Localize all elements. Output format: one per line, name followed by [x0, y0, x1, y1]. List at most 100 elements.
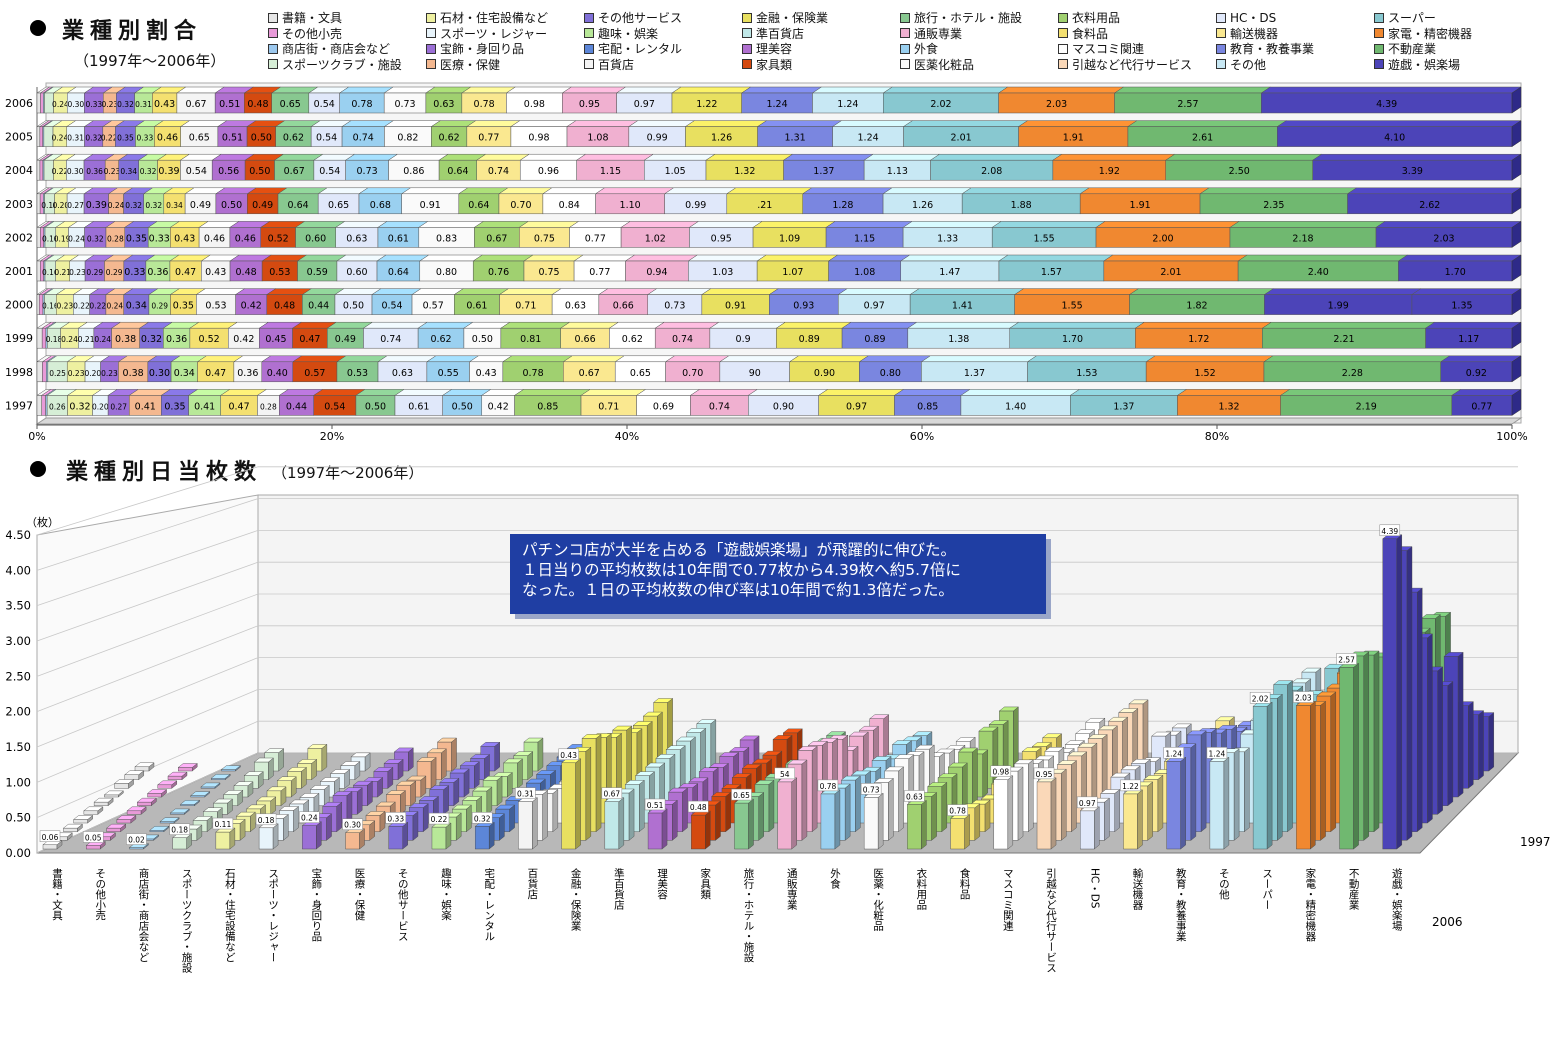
legend-label: その他サービス [598, 11, 683, 25]
x-category-label: マスコミ関連 [1002, 868, 1014, 932]
bar-segment: 1.92 [1052, 153, 1176, 181]
data-label: 0.99 [685, 200, 706, 211]
plot-floor [35, 417, 1523, 425]
legend-label: 百貨店 [598, 57, 635, 72]
legend-label: 教育・教養事業 [1230, 42, 1315, 56]
data-label: 0.51 [219, 99, 240, 110]
data-label: 2.01 [951, 133, 972, 144]
bar-3d: 0.48 [688, 800, 711, 850]
legend-item: 準百貨店 [742, 25, 804, 42]
bar-segment: 0.49 [184, 187, 226, 215]
data-label: 0.63 [906, 792, 923, 801]
bar-face [172, 837, 187, 850]
legend-item: HC・DS [1216, 9, 1276, 26]
legend-swatch [268, 12, 278, 23]
legend-swatch [900, 12, 910, 23]
data-label: 0.52 [268, 233, 289, 244]
bar-side [346, 791, 353, 824]
y-tick-label: 3.00 [5, 634, 31, 648]
data-label: 0.65 [280, 99, 301, 110]
x-category-label: 商店街・商店会など [137, 867, 149, 962]
data-label: 0.46 [204, 233, 225, 244]
bar-segment: 2.61 [1127, 120, 1288, 147]
bar-side [984, 799, 991, 833]
legend-label: その他 [1230, 57, 1267, 72]
bar-face [104, 794, 119, 798]
bar-face [863, 797, 879, 850]
x-category-label: 家具類 [699, 867, 711, 900]
x-category-label: 石材・住宅設備など [224, 868, 236, 963]
data-label: .21 [757, 200, 772, 211]
legend-swatch [426, 12, 436, 23]
bar-segment: 1.91 [1017, 120, 1138, 147]
legend-item: マスコミ関連 [1058, 40, 1144, 57]
bar-3d: 0.63 [904, 790, 927, 850]
bar-side [931, 792, 937, 841]
bar-side [715, 800, 721, 841]
bar-segment: 1.31 [756, 120, 843, 147]
legend-item: 商店街・商店会など [268, 40, 390, 57]
legend-item: その他小売 [268, 25, 342, 42]
bar-face [1382, 538, 1397, 850]
x-category-label: 食料品 [959, 867, 971, 900]
data-label: 0.36 [86, 167, 103, 176]
data-label: 4.39 [1376, 99, 1397, 110]
bar-segment: 0.99 [628, 120, 696, 147]
bar-face [170, 812, 185, 815]
legend-swatch [1216, 12, 1226, 23]
bar-segment: 0.65 [179, 120, 228, 147]
data-label: 1.22 [1122, 782, 1139, 791]
data-label: 1.08 [587, 133, 608, 144]
y-tick-label: 2002 [5, 231, 33, 244]
legend-swatch [1058, 43, 1068, 54]
data-label: 0.54 [186, 166, 207, 177]
bar-face [211, 778, 226, 780]
data-label: 0.98 [992, 768, 1009, 777]
data-label: 0.96 [538, 166, 559, 177]
bar-side [768, 779, 775, 833]
bar-segment: 0.77 [466, 120, 521, 147]
legend-item: 外食 [900, 40, 938, 57]
bar-side [443, 785, 449, 815]
legend-swatch [268, 43, 278, 54]
legend-label: 宝飾・身回り品 [440, 42, 525, 56]
bar-side [575, 758, 581, 850]
bar-side [357, 787, 363, 815]
bar-face [907, 804, 922, 850]
bar-side [972, 747, 978, 807]
x-category-label: その他 [1218, 868, 1230, 900]
legend-label: 遊戯・娯楽場 [1388, 57, 1461, 72]
legend-swatch [584, 12, 594, 23]
data-label: 0.56 [218, 166, 239, 177]
data-label: 0.98 [524, 99, 545, 110]
share-chart-title: 業種別割合 [62, 19, 203, 44]
bar-3d: 0.51 [644, 798, 668, 850]
data-label: 0.33 [149, 233, 170, 244]
legend-item: 引越など代行サービス [1058, 56, 1192, 73]
bar-side [532, 797, 538, 850]
bar-segment: 0.46 [198, 221, 240, 248]
bar-3d: 0.32 [471, 812, 495, 850]
bar-side [474, 761, 480, 789]
bar-side [466, 804, 472, 833]
data-label: 0.18 [171, 826, 188, 835]
data-label: 0.24 [52, 100, 69, 109]
data-label: 0.35 [126, 233, 147, 244]
data-label: 0.65 [189, 133, 210, 144]
bar-side [527, 751, 533, 781]
x-category-label: 百貨店 [526, 868, 538, 900]
bar-side [801, 759, 808, 841]
depth-label-front: 2006 [1432, 915, 1463, 929]
bar-3d: 0.31 [515, 787, 538, 850]
bar-end-cap [1511, 120, 1522, 148]
data-label: 0.95 [1036, 770, 1053, 779]
bar-3d: 0.73 [860, 783, 884, 850]
data-label: 0.70 [510, 200, 531, 211]
legend-item: 衣料用品 [1058, 9, 1120, 26]
legend-item: 遊戯・娯楽場 [1374, 56, 1460, 73]
bar-face [106, 827, 121, 832]
legend-swatch [900, 43, 910, 54]
bar-side [494, 741, 500, 772]
legend-label: 趣味・娯楽 [598, 26, 659, 41]
legend-label: 準百貨店 [756, 26, 805, 41]
